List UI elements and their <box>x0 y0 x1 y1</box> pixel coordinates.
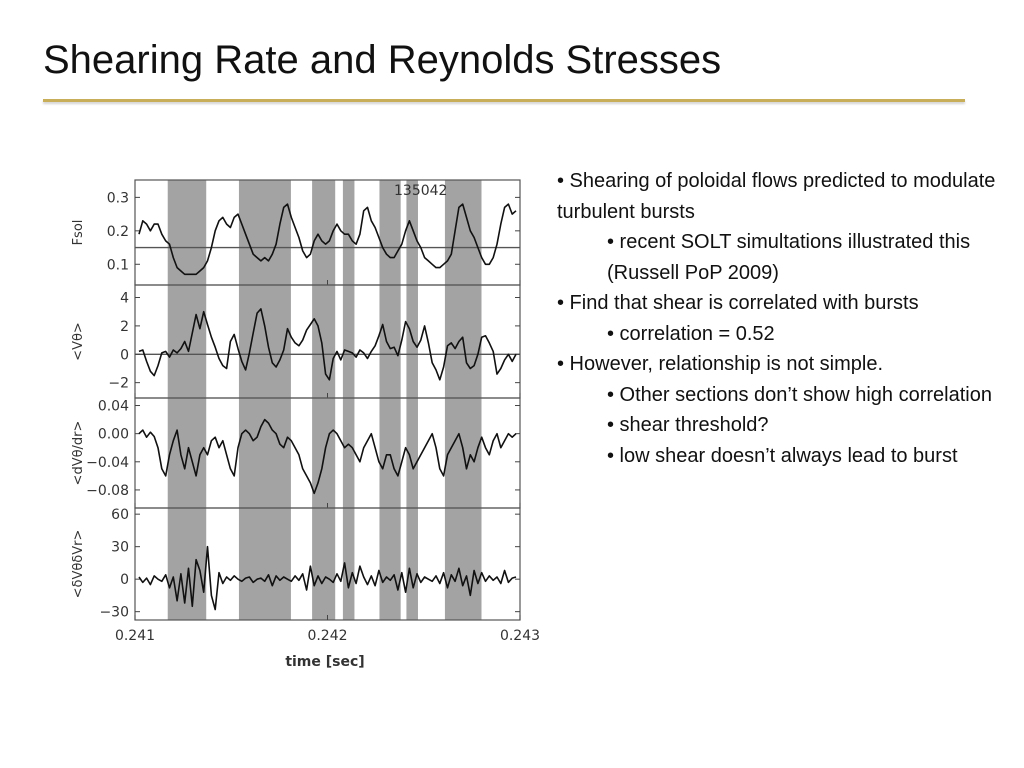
bullet-list: • Shearing of poloidal flows predicted t… <box>557 166 997 471</box>
slide-title: Shearing Rate and Reynolds Stresses <box>43 38 722 82</box>
y-tick-label: 0.00 <box>98 427 129 443</box>
stacked-timeseries-figure: 0.3 0.2 0.1 Fsol 4 2 0 −2 <Vθ> 0.04 0.00 −0.04 −0.08… <box>60 170 550 680</box>
bullet-item: • However, relationship is not simple. <box>557 353 884 375</box>
x-tick-label: 0.241 <box>115 628 155 644</box>
shaded-interval <box>444 180 482 620</box>
sub-bullet-item: • shear threshold? <box>607 414 769 436</box>
y-tick-label: 0.1 <box>107 257 129 273</box>
shaded-intervals <box>167 180 482 620</box>
shaded-interval <box>238 180 291 620</box>
bullet-item: • Find that shear is correlated with bur… <box>557 292 919 314</box>
y-tick-label: 4 <box>120 291 129 307</box>
x-tick-label: 0.242 <box>307 628 347 644</box>
series-line <box>138 308 517 381</box>
y-tick-label: 2 <box>120 319 129 335</box>
shaded-interval <box>379 180 401 620</box>
panels: 0.3 0.2 0.1 Fsol 4 2 0 −2 <Vθ> 0.04 0.00 −0.04 −0.08… <box>71 179 521 621</box>
y-tick-label: 0.3 <box>107 190 129 206</box>
y-tick-label: −0.04 <box>86 455 129 471</box>
y-axis-label: Fsol <box>71 220 86 246</box>
panel-4: 60 30 0 −30 <δVθδVr> <box>71 507 521 621</box>
panel-1: 0.3 0.2 0.1 Fsol <box>71 179 521 286</box>
y-tick-label: −30 <box>99 605 129 621</box>
series-line <box>138 418 517 495</box>
series-line <box>138 203 517 276</box>
sub-bullet-item: • low shear doesn’t always lead to burst <box>607 444 958 467</box>
sub-bullet-item: • correlation = 0.52 <box>607 322 775 345</box>
bullet-item: • Shearing of poloidal flows predicted t… <box>557 170 996 223</box>
x-tick-labels: 0.241 0.242 0.243 <box>115 628 540 644</box>
sub-bullet-item: • recent SOLT simultations illustrated t… <box>607 231 971 284</box>
x-axis-label: time [sec] <box>285 654 364 670</box>
y-tick-label: 0 <box>120 347 129 363</box>
timeseries-chart: 0.3 0.2 0.1 Fsol 4 2 0 −2 <Vθ> 0.04 0.00 −0.04 −0.08… <box>71 179 540 670</box>
shaded-interval <box>342 180 355 620</box>
y-tick-label: 30 <box>111 540 129 556</box>
y-tick-label: −0.08 <box>86 483 129 499</box>
y-tick-label: 0.2 <box>107 224 129 240</box>
shot-number-label: 135042 <box>394 183 447 199</box>
y-tick-label: 60 <box>111 507 129 523</box>
title-divider <box>43 99 965 102</box>
shaded-interval <box>312 180 336 620</box>
y-tick-label: 0 <box>120 572 129 588</box>
shaded-interval <box>406 180 418 620</box>
sub-bullet-item: • Other sections don’t show high correla… <box>607 383 992 406</box>
shaded-interval <box>167 180 207 620</box>
series-line <box>138 545 517 611</box>
y-axis-label: <δVθδVr> <box>71 530 86 599</box>
y-tick-label: 0.04 <box>98 399 129 415</box>
panel-3: 0.04 0.00 −0.04 −0.08<dVθ/dr> <box>71 397 521 509</box>
x-tick-label: 0.243 <box>500 628 540 644</box>
y-tick-label: −2 <box>108 376 129 392</box>
y-axis-label: <dVθ/dr> <box>71 421 86 486</box>
y-axis-label: <Vθ> <box>71 322 86 361</box>
